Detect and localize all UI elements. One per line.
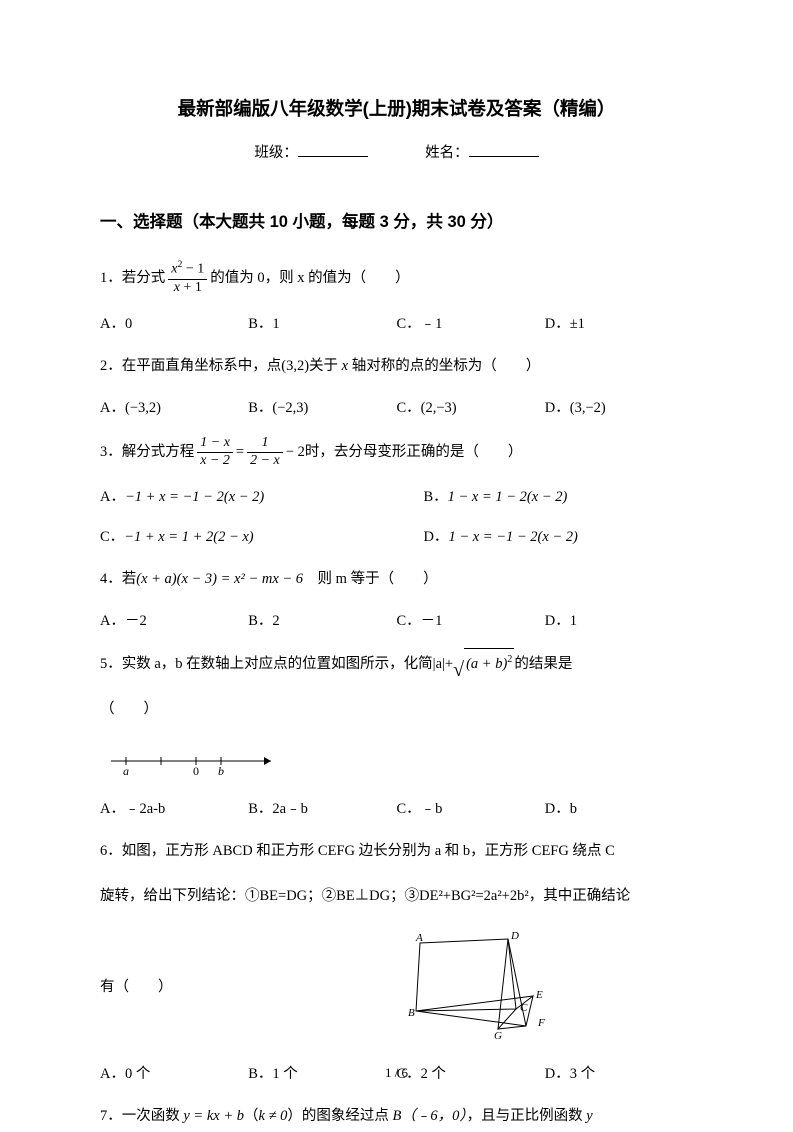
svg-text:D: D [510,931,519,942]
question-3: 3．解分式方程 1 − x x − 2 = 1 2 − x − 2 时，去分母变… [100,435,693,470]
q2-opt-c: C．(2,−3) [397,395,545,421]
q3-options-row2: C．−1 + x = 1 + 2(2 − x) D．1 − x = −1 − 2… [100,524,693,550]
q2-text-b: 关于 [309,358,338,374]
header-line: 班级： 姓名： [100,141,693,165]
svg-text:F: F [537,1017,545,1029]
q6-figure: A B C D E F G [398,931,558,1041]
q5-sqrt: √ (a + b)2 [453,648,514,679]
q5-opt-a: A．﹣2a-b [100,796,248,822]
q2-text-a: 2．在平面直角坐标系中，点 [100,358,281,374]
svg-text:b: b [218,764,224,776]
class-blank [298,141,368,157]
q5-opt-c: C．﹣b [397,796,545,822]
q3-frac1: 1 − x x − 2 [197,435,233,470]
name-label: 姓名： [425,145,469,161]
q4-expr: (x + a)(x − 3) = x² − mx − 6 [136,571,303,587]
q4-options: A．－2 B．2 C．－1 D．1 [100,608,693,634]
q1-fraction: x2 − 1 x + 1 [168,259,207,296]
q3-opt-c: C．−1 + x = 1 + 2(2 − x) [100,524,423,550]
name-blank [469,141,539,157]
q4-prefix: 4．若 [100,571,136,587]
q2-opt-a: A．(−3,2) [100,395,248,421]
svg-text:E: E [535,989,543,1001]
svg-text:B: B [408,1007,415,1019]
q2-opt-b: B．(−2,3) [248,395,396,421]
section-1-heading: 一、选择题（本大题共 10 小题，每题 3 分，共 30 分） [100,210,693,235]
question-1: 1．若分式 x2 − 1 x + 1 的值为 0，则 x 的值为（ ） [100,259,693,296]
q3-options-row1: A．−1 + x = −1 − 2(x − 2) B．1 − x = 1 − 2… [100,484,693,510]
q4-suffix: 则 m 等于（ ） [303,571,438,587]
q1-prefix: 1．若分式 [100,263,165,293]
q3-prefix: 3．解分式方程 [100,437,194,467]
question-6-line3: 有（ ） [100,977,173,999]
q4-opt-c: C．－1 [397,608,545,634]
page-title: 最新部编版八年级数学(上册)期末试卷及答案（精编） [100,95,693,123]
q2-opt-d: D．(3,−2) [545,395,693,421]
q3-eq: = [236,437,244,467]
q1-options: A．0 B．1 C．﹣1 D．±1 [100,311,693,337]
q4-opt-b: B．2 [248,608,396,634]
q3-frac2: 1 2 − x [247,435,283,470]
q2-options: A．(−3,2) B．(−2,3) C．(2,−3) D．(3,−2) [100,395,693,421]
q5-line1b: 的结果是 [514,649,572,679]
q3-tail: − 2 [286,437,305,467]
class-label: 班级： [254,145,298,161]
question-2: 2．在平面直角坐标系中，点(3,2)关于 x 轴对称的点的坐标为（ ） [100,351,693,381]
q5-line1a: 5．实数 a，b 在数轴上对应点的位置如图所示，化简|a|+ [100,649,453,679]
q4-opt-a: A．－2 [100,608,248,634]
q1-opt-a: A．0 [100,311,248,337]
q2-text-c: 轴对称的点的坐标为（ ） [352,358,541,374]
question-6-line1: 6．如图，正方形 ABCD 和正方形 CEFG 边长分别为 a 和 b，正方形 … [100,836,693,866]
q1-suffix: 的值为 0，则 x 的值为（ ） [210,263,409,293]
svg-text:0: 0 [193,764,199,776]
q5-options: A．﹣2a-b B．2a﹣b C．﹣b D．b [100,796,693,822]
q2-axis: x [338,358,352,374]
q3-opt-a: A．−1 + x = −1 − 2(x − 2) [100,484,423,510]
page-footer: 1 / 6 [0,1063,793,1083]
q4-opt-d: D．1 [545,608,693,634]
question-6-line2: 旋转，给出下列结论：①BE=DG；②BE⊥DG；③DE²+BG²=2a²+2b²… [100,881,693,911]
q5-opt-d: D．b [545,796,693,822]
q1-opt-d: D．±1 [545,311,693,337]
q5-numberline: a 0 b [106,746,286,776]
svg-text:G: G [494,1030,502,1041]
q5-opt-b: B．2a﹣b [248,796,396,822]
question-4: 4．若(x + a)(x − 3) = x² − mx − 6 则 m 等于（ … [100,564,693,594]
svg-text:C: C [520,1002,528,1014]
question-7: 7．一次函数 y = kx + b（k ≠ 0）的图象经过点 B（﹣6，0），且… [100,1101,693,1131]
q3-suffix: 时，去分母变形正确的是（ ） [305,437,523,467]
svg-text:A: A [415,932,423,944]
svg-text:a: a [123,764,129,776]
q5-line2: （ ） [100,694,693,724]
q2-point: (3,2) [281,358,309,374]
question-5: 5．实数 a，b 在数轴上对应点的位置如图所示，化简|a|+ √ (a + b)… [100,648,693,679]
q1-opt-b: B．1 [248,311,396,337]
q1-opt-c: C．﹣1 [397,311,545,337]
q3-opt-d: D．1 − x = −1 − 2(x − 2) [423,524,693,550]
q3-opt-b: B．1 − x = 1 − 2(x − 2) [423,484,693,510]
